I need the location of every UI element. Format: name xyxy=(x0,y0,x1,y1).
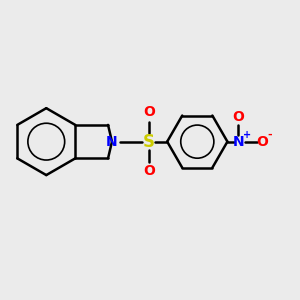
Text: O: O xyxy=(143,105,155,119)
Text: O: O xyxy=(143,164,155,178)
Text: -: - xyxy=(268,130,272,140)
Text: S: S xyxy=(143,133,155,151)
Text: O: O xyxy=(256,135,268,148)
Text: O: O xyxy=(232,110,244,124)
Text: N: N xyxy=(232,135,244,148)
Text: N: N xyxy=(106,135,118,148)
Text: +: + xyxy=(243,130,251,140)
